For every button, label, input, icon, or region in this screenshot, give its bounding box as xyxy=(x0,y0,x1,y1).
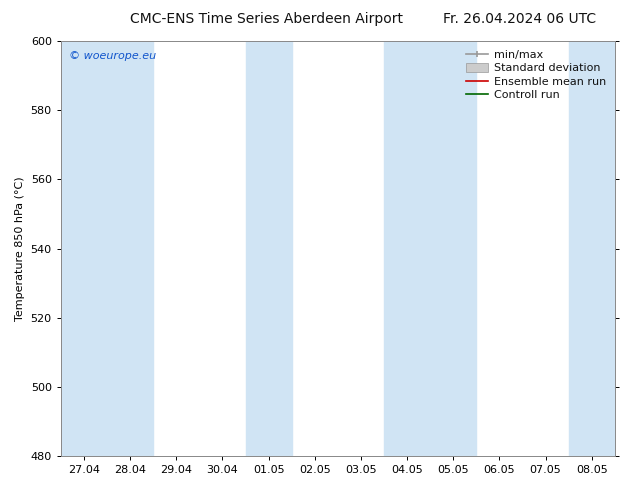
Bar xyxy=(245,41,292,456)
Bar xyxy=(61,41,153,456)
Y-axis label: Temperature 850 hPa (°C): Temperature 850 hPa (°C) xyxy=(15,176,25,321)
Bar xyxy=(569,41,615,456)
Legend: min/max, Standard deviation, Ensemble mean run, Controll run: min/max, Standard deviation, Ensemble me… xyxy=(463,47,609,104)
Bar xyxy=(384,41,476,456)
Text: Fr. 26.04.2024 06 UTC: Fr. 26.04.2024 06 UTC xyxy=(443,12,597,26)
Text: © woeurope.eu: © woeurope.eu xyxy=(69,51,156,61)
Text: CMC-ENS Time Series Aberdeen Airport: CMC-ENS Time Series Aberdeen Airport xyxy=(130,12,403,26)
